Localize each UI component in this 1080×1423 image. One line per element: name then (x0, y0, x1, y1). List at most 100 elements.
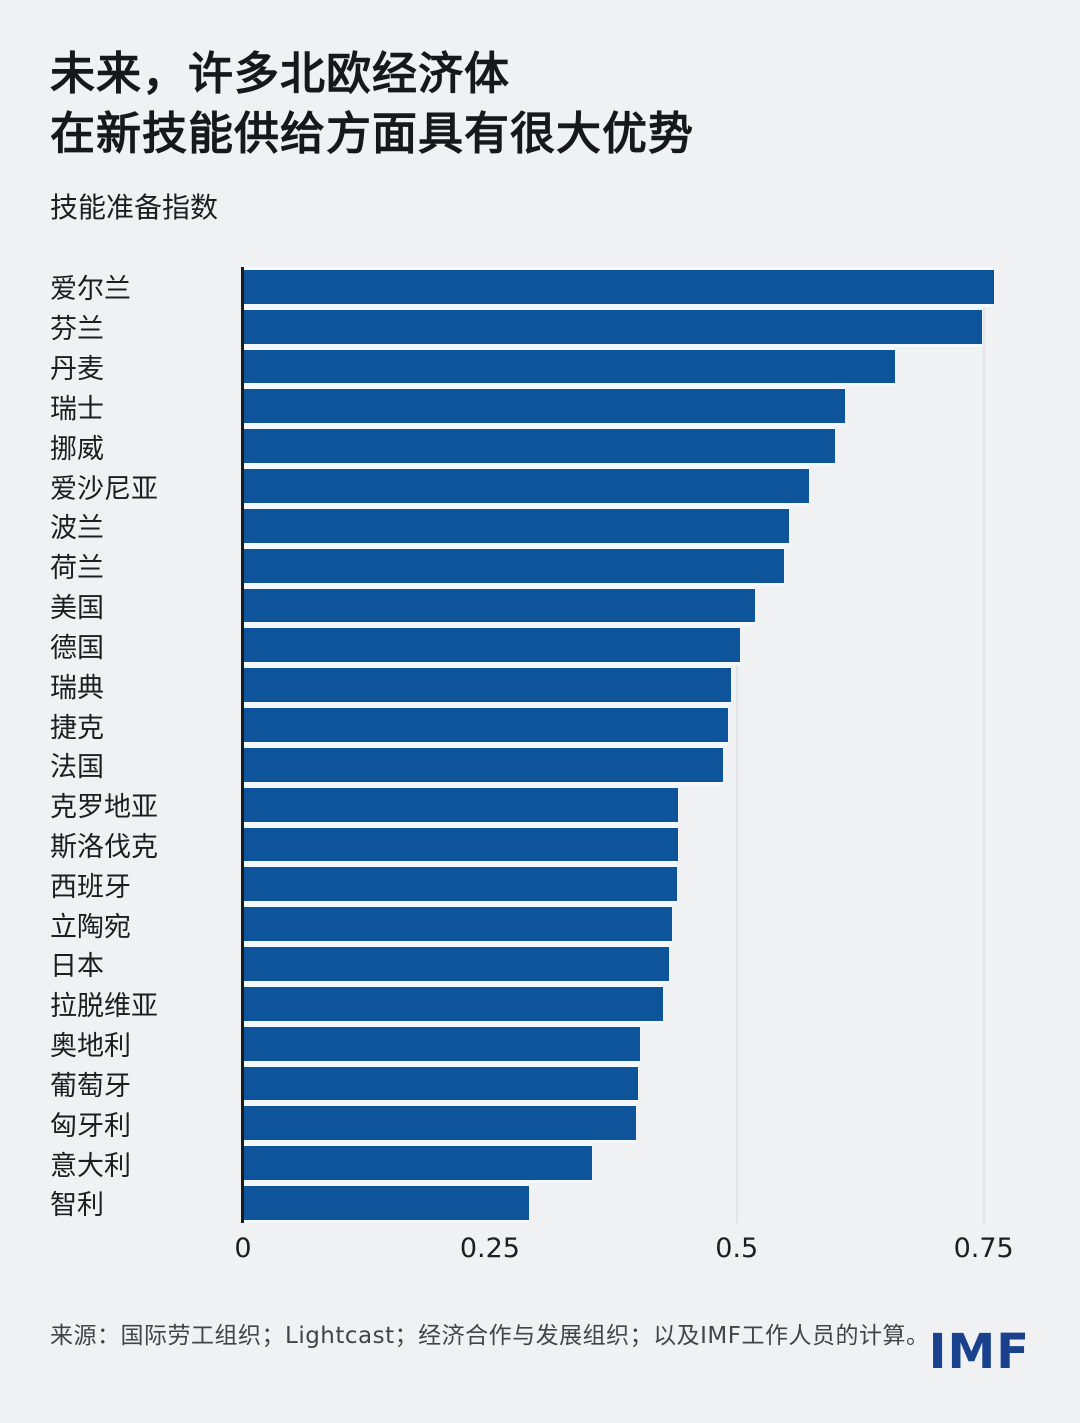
bar-track (243, 505, 1033, 546)
chart-row: 匈牙利 (50, 1103, 1033, 1144)
x-tick-label: 0.5 (715, 1233, 759, 1264)
x-axis-ticks: 0 0.25 0.5 0.75 (234, 1233, 1033, 1277)
chart-row: 葡萄牙 (50, 1063, 1033, 1104)
country-label: 芬兰 (50, 314, 104, 346)
bar (243, 1143, 592, 1184)
bar-track (243, 1063, 1033, 1104)
bar-track (243, 1183, 1033, 1223)
bar-track (243, 545, 1033, 586)
country-label: 挪威 (50, 433, 104, 465)
bar-track (243, 426, 1033, 467)
chart-row: 爱沙尼亚 (50, 466, 1033, 506)
chart-row: 丹麦 (50, 346, 1033, 387)
country-label: 荷兰 (50, 553, 104, 585)
bar-track (243, 944, 1033, 984)
chart-row: 西班牙 (50, 864, 1033, 905)
gridline (735, 267, 738, 1223)
country-label: 德国 (50, 632, 104, 664)
country-label: 爱尔兰 (50, 274, 131, 306)
bar (243, 1183, 530, 1223)
bar-track (243, 665, 1033, 706)
y-axis-line (241, 267, 244, 1223)
bar-track (243, 346, 1033, 387)
chart-row: 立陶宛 (50, 904, 1033, 945)
chart-row: 智利 (50, 1183, 1033, 1223)
bar-track (243, 625, 1033, 666)
bar-rows: 爱尔兰 芬兰 丹麦 瑞士 挪威 爱沙尼亚 波兰 (50, 267, 1033, 1223)
bar (243, 505, 790, 546)
country-label: 匈牙利 (50, 1110, 131, 1142)
bar-track (243, 744, 1033, 785)
bar (243, 784, 679, 825)
bar-track (243, 705, 1033, 745)
chart-row: 美国 (50, 585, 1033, 626)
chart-row: 拉脱维亚 (50, 983, 1033, 1024)
chart-row: 德国 (50, 625, 1033, 666)
chart-row: 爱尔兰 (50, 267, 1033, 307)
bar (243, 346, 895, 387)
chart-row: 捷克 (50, 705, 1033, 745)
bar-track (243, 784, 1033, 825)
bar (243, 1103, 637, 1144)
bar-chart: 爱尔兰 芬兰 丹麦 瑞士 挪威 爱沙尼亚 波兰 (50, 267, 1033, 1277)
bar-track (243, 1143, 1033, 1184)
country-label: 日本 (50, 951, 104, 983)
bar (243, 306, 982, 347)
bar (243, 904, 672, 945)
chart-row: 意大利 (50, 1143, 1033, 1184)
country-label: 立陶宛 (50, 911, 131, 943)
country-label: 克罗地亚 (50, 792, 158, 824)
bar (243, 545, 785, 586)
bar-track (243, 1103, 1033, 1144)
bar (243, 983, 663, 1024)
country-label: 拉脱维亚 (50, 991, 158, 1023)
country-label: 捷克 (50, 712, 104, 744)
country-label: 法国 (50, 752, 104, 784)
country-label: 奥地利 (50, 1031, 131, 1063)
country-label: 智利 (50, 1190, 104, 1222)
country-label: 美国 (50, 593, 104, 625)
bar (243, 705, 728, 745)
bar (243, 386, 846, 427)
bar-track (243, 904, 1033, 945)
bar (243, 665, 731, 706)
country-label: 葡萄牙 (50, 1070, 131, 1102)
country-label: 波兰 (50, 513, 104, 545)
gridline (982, 267, 985, 1223)
chart-row: 日本 (50, 944, 1033, 984)
country-label: 意大利 (50, 1150, 131, 1182)
bar (243, 466, 809, 506)
chart-row: 瑞士 (50, 386, 1033, 427)
bar (243, 1023, 640, 1064)
chart-row: 奥地利 (50, 1023, 1033, 1064)
bar (243, 585, 755, 626)
bar-track (243, 864, 1033, 905)
source-note: 来源：国际劳工组织；Lightcast；经济合作与发展组织；以及IMF工作人员的… (50, 1323, 930, 1349)
chart-row: 瑞典 (50, 665, 1033, 706)
bar (243, 744, 723, 785)
bar-track (243, 466, 1033, 506)
chart-row: 法国 (50, 744, 1033, 785)
chart-title-line2: 在新技能供给方面具有很大优势 (50, 107, 695, 160)
bar (243, 824, 678, 865)
bar-track (243, 306, 1033, 347)
bar-track (243, 983, 1033, 1024)
chart-subtitle: 技能准备指数 (50, 191, 219, 224)
bar (243, 864, 677, 905)
chart-title: 未来，许多北欧经济体 在新技能供给方面具有很大优势 (50, 44, 694, 164)
chart-row: 克罗地亚 (50, 784, 1033, 825)
imf-logo: IMF (928, 1324, 1030, 1380)
bar-track (243, 267, 1033, 307)
bar (243, 625, 740, 666)
bar-track (243, 386, 1033, 427)
country-label: 爱沙尼亚 (50, 473, 158, 505)
x-tick-label: 0 (234, 1233, 252, 1264)
bar-track (243, 585, 1033, 626)
bar (243, 1063, 638, 1104)
chart-row: 芬兰 (50, 306, 1033, 347)
country-label: 瑞典 (50, 672, 104, 704)
bar (243, 426, 835, 467)
x-tick-label: 0.75 (953, 1233, 1014, 1264)
bar-track (243, 824, 1033, 865)
